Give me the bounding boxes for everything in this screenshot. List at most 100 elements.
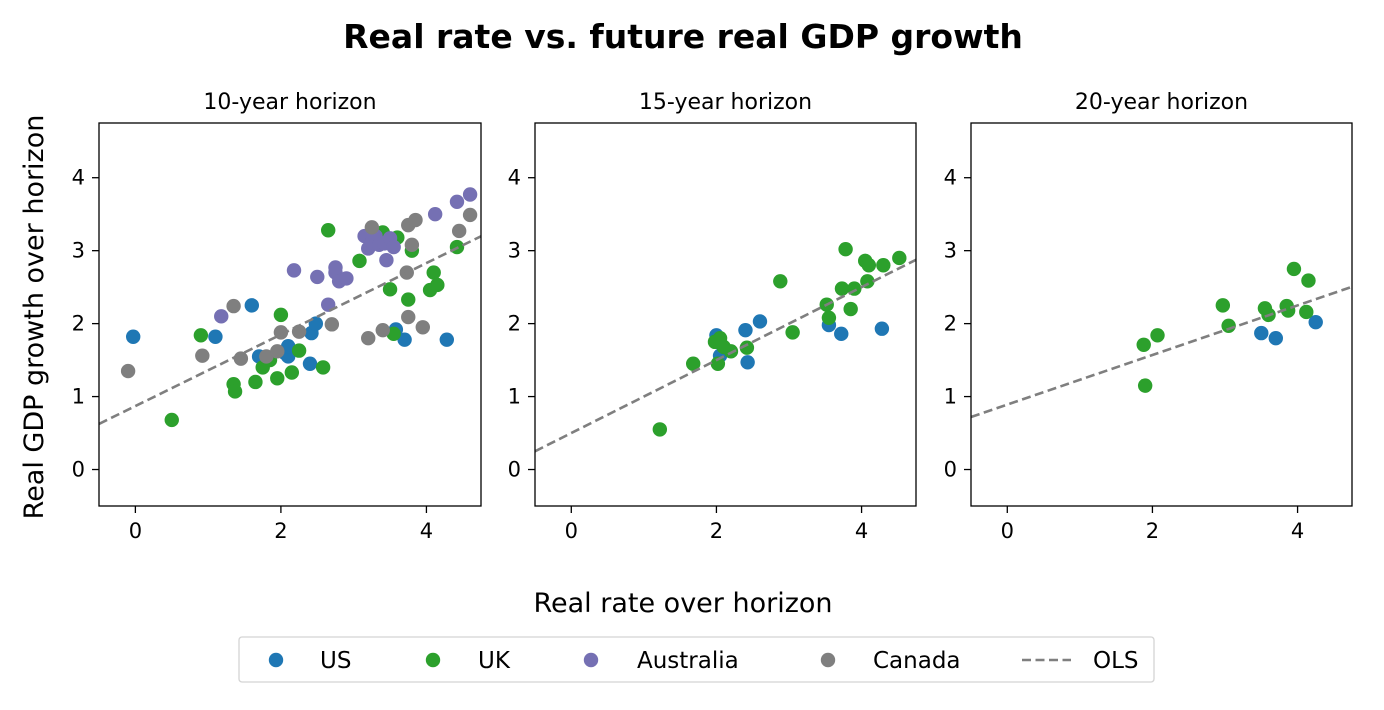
point-canada [195,348,210,363]
point-uk [164,412,179,428]
x-tick-label: 2 [274,519,287,543]
panel-title: 20-year horizon [1075,90,1248,115]
y-tick-label: 4 [508,166,521,190]
point-uk [1137,378,1153,393]
x-axis-label: Real rate over horizon [533,588,832,619]
point-us [874,321,890,336]
point-uk [248,374,263,390]
point-canada [462,207,478,223]
point-uk [834,281,850,296]
point-australia [328,260,343,275]
points-layer [1136,261,1323,393]
points-layer [120,187,478,428]
axes-frame [98,122,482,507]
point-uk [876,258,891,273]
ols-line [535,258,916,453]
point-canada [361,331,376,346]
point-uk [652,422,668,437]
point-uk [426,265,441,280]
y-tick-label: 2 [944,312,957,336]
point-us [397,332,412,347]
x-tick-label: 4 [420,519,433,543]
point-canada [226,298,241,314]
legend-item-us: US [268,648,351,674]
y-tick-label: 4 [944,166,957,190]
y-tick-label: 3 [72,239,85,263]
point-australia [449,194,465,209]
point-uk [1136,337,1151,352]
point-uk [1299,304,1314,320]
legend-dot-marker [820,652,836,668]
x-tick-label: 4 [855,519,868,543]
legend-dot-marker [425,652,441,668]
point-uk [401,292,416,307]
point-australia [310,269,325,285]
point-australia [462,187,478,202]
point-us [738,322,753,338]
point-canada [451,223,467,239]
point-australia [286,263,302,278]
point-uk [386,326,401,342]
x-tick-label: 2 [1146,519,1159,543]
x-tick-label: 4 [1291,519,1304,543]
point-uk [352,253,367,269]
point-australia [427,206,443,222]
legend-label: OLS [1093,648,1139,674]
panel-title: 15-year horizon [639,90,812,115]
point-us [439,332,455,347]
panel-2: 15-year horizon 0 2 4 0 1 2 3 4 [508,90,917,543]
point-uk [739,340,755,355]
point-canada [415,320,430,335]
panel-3: 20-year horizon 0 2 4 0 1 2 3 4 [944,90,1353,543]
y-tick-label: 0 [944,458,957,482]
y-tick-label: 1 [508,385,521,409]
x-tick-label: 0 [129,519,142,543]
legend-item-australia: Australia [583,648,739,674]
y-tick-label: 1 [944,385,957,409]
legend-dot-marker [268,652,284,668]
point-us [1268,331,1284,346]
point-us [208,329,223,344]
point-canada [401,309,416,325]
point-uk [193,328,209,343]
legend-dot-marker [583,652,599,668]
point-uk [273,307,289,323]
point-uk [773,274,788,289]
point-uk [1286,261,1302,277]
axes-frame [534,122,917,507]
point-us [280,349,296,364]
point-uk [892,250,907,266]
point-us [280,339,296,354]
y-tick-label: 1 [72,385,85,409]
point-australia [386,239,401,255]
x-tick-label: 2 [710,519,723,543]
point-canada [120,363,136,379]
legend-frame [238,636,1155,683]
point-uk [861,258,877,273]
ols-line [99,235,481,426]
y-tick-label: 0 [508,458,521,482]
legend-label: UK [478,648,511,674]
panel-1: 10-year horizon 0 2 4 0 1 2 3 4 [72,90,482,543]
legend-label: US [320,648,351,674]
point-canada [364,220,380,235]
point-uk [821,310,837,325]
point-uk [315,360,331,375]
point-australia [214,309,229,324]
legend-item-uk: UK [425,648,511,674]
point-uk [227,384,243,399]
ols-line [971,285,1352,419]
point-australia [379,252,394,268]
figure-title: Real rate vs. future real GDP growth [343,17,1023,56]
point-uk [686,356,701,371]
point-canada [404,237,420,253]
point-uk [382,282,398,297]
point-us [244,298,259,313]
point-uk [321,223,336,238]
point-us [834,326,849,342]
legend-item-canada: Canada [820,648,961,674]
point-uk [291,343,307,358]
point-uk [710,356,726,371]
